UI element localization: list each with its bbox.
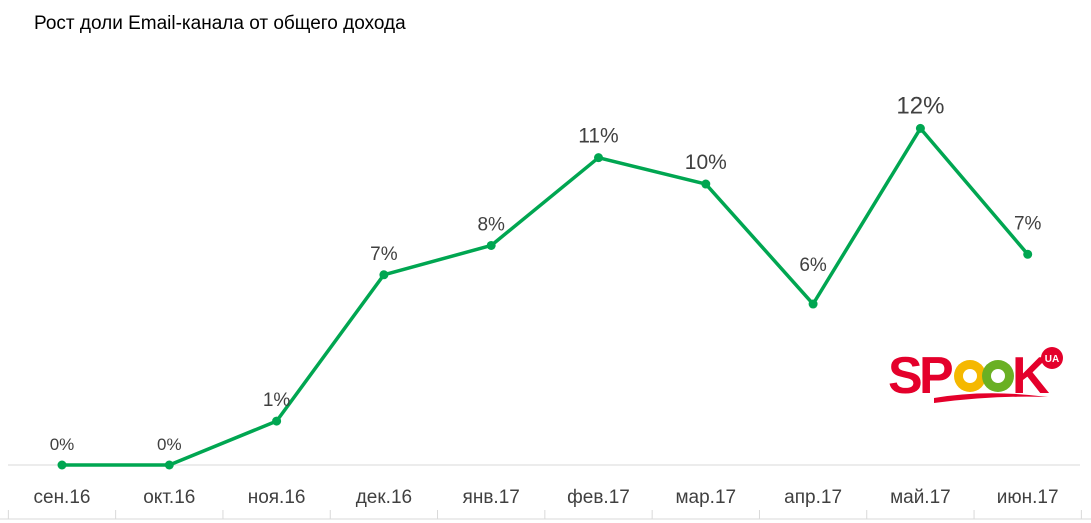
- data-point: [272, 416, 282, 426]
- series-line: [62, 126, 1030, 467]
- x-tick-label: янв.17: [463, 487, 520, 508]
- x-tick-label: апр.17: [784, 487, 842, 508]
- logo-badge-text: UA: [1045, 354, 1059, 365]
- logo-p: P: [919, 347, 954, 405]
- data-point: [164, 460, 174, 470]
- x-tick-label: май.17: [890, 487, 951, 508]
- data-point: [1023, 249, 1033, 259]
- data-label: 11%: [578, 125, 618, 148]
- data-label: 10%: [685, 151, 727, 174]
- data-label: 7%: [370, 244, 398, 265]
- logo-badge: [1041, 347, 1063, 369]
- data-point: [379, 270, 389, 280]
- x-tick-label: сен.16: [34, 487, 91, 508]
- chart-title: Рост доли Email-канала от общего дохода: [34, 13, 406, 34]
- data-label: 6%: [799, 255, 827, 276]
- data-point: [808, 299, 818, 309]
- x-tick-label: фев.17: [567, 487, 630, 508]
- logo-s: S: [888, 347, 923, 405]
- data-label: 12%: [896, 92, 944, 119]
- x-tick-label: окт.16: [143, 487, 195, 508]
- data-point: [486, 240, 496, 250]
- logo-swoosh: [934, 393, 1048, 403]
- x-tick-label: ноя.16: [248, 487, 306, 508]
- data-point: [915, 123, 925, 133]
- data-label: 7%: [1014, 213, 1042, 234]
- x-tick-label: мар.17: [675, 487, 736, 508]
- data-point: [57, 460, 67, 470]
- data-point: [594, 153, 603, 163]
- x-tick-label: июн.17: [997, 487, 1059, 508]
- data-point: [701, 179, 711, 189]
- x-tick-label: дек.16: [356, 487, 412, 508]
- spook-logo: S P K UA: [888, 347, 1063, 405]
- data-label: 0%: [50, 435, 75, 454]
- data-label: 1%: [263, 390, 291, 411]
- data-label: 0%: [157, 435, 182, 454]
- data-label: 8%: [477, 214, 505, 235]
